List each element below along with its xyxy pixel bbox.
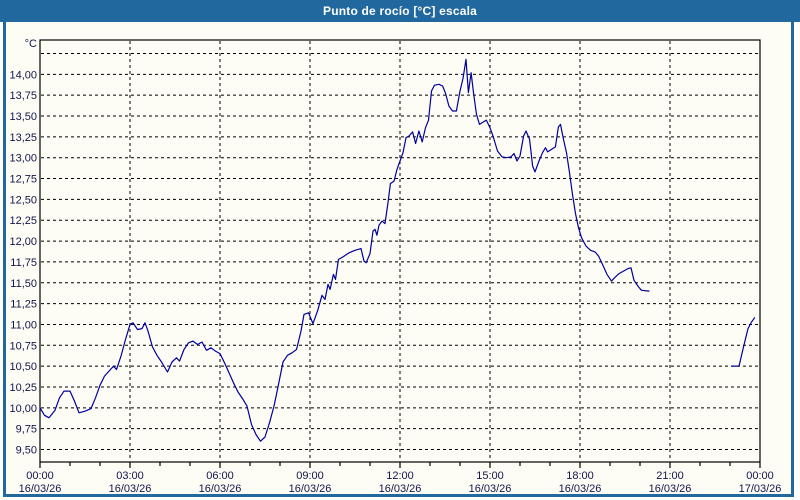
- x-axis-ticks: [39, 462, 761, 468]
- x-tick-date: 16/03/26: [19, 483, 62, 495]
- x-tick-date: 17/03/26: [739, 483, 782, 495]
- y-tick-label: 10,50: [9, 361, 37, 373]
- x-tick-date: 16/03/26: [109, 483, 152, 495]
- y-tick-label: 12,50: [9, 194, 37, 206]
- x-tick-date: 16/03/26: [289, 483, 332, 495]
- window-border: [3, 22, 794, 497]
- y-tick-label: 11,50: [10, 278, 37, 290]
- x-tick-date: 16/03/26: [649, 483, 692, 495]
- x-tick-time: 21:00: [656, 470, 684, 482]
- grid-lines: [41, 41, 759, 461]
- x-tick-time: 03:00: [116, 470, 144, 482]
- y-tick-label: 12,75: [9, 174, 37, 186]
- y-tick-label: 11,00: [10, 319, 37, 331]
- y-tick-label: 13,75: [9, 90, 37, 102]
- x-axis-labels: 00:0016/03/2603:0016/03/2606:0016/03/260…: [19, 470, 782, 495]
- x-tick-time: 09:00: [296, 470, 324, 482]
- y-tick-label: 14,00: [9, 69, 37, 81]
- y-tick-label: 13,25: [9, 132, 37, 144]
- y-tick-label: 13,00: [9, 153, 37, 165]
- x-tick-time: 18:00: [566, 470, 594, 482]
- x-tick-time: 00:00: [26, 470, 54, 482]
- series: [39, 58, 756, 442]
- y-tick-label: 10,25: [9, 382, 37, 394]
- y-tick-label: 10,00: [9, 403, 37, 415]
- y-tick-label: 9,50: [16, 445, 37, 457]
- y-tick-label: 12,00: [9, 236, 37, 248]
- y-tick-label: 11,25: [10, 299, 37, 311]
- dew-point-line: [730, 317, 756, 367]
- y-axis-unit: °C: [25, 38, 37, 50]
- y-tick-label: 10,75: [9, 340, 37, 352]
- window-title: Punto de rocío [°C] escala: [322, 4, 478, 18]
- x-tick-date: 16/03/26: [559, 483, 602, 495]
- title-bar: Punto de rocío [°C] escala: [0, 0, 800, 22]
- y-tick-label: 9,75: [16, 424, 37, 436]
- x-tick-date: 16/03/26: [379, 483, 422, 495]
- x-tick-time: 12:00: [386, 470, 414, 482]
- y-axis-labels: °C 14,00 13,75 13,50 13,25 13,00 12,75 12,50 12,…: [9, 38, 37, 457]
- dew-point-line: [39, 58, 650, 442]
- y-tick-label: 12,25: [9, 215, 37, 227]
- x-tick-time: 06:00: [206, 470, 234, 482]
- y-tick-label: 13,50: [9, 111, 37, 123]
- y-tick-label: 11,75: [10, 257, 37, 269]
- x-tick-date: 16/03/26: [199, 483, 242, 495]
- x-tick-time: 00:00: [746, 470, 774, 482]
- x-tick-time: 15:00: [476, 470, 504, 482]
- x-tick-date: 16/03/26: [469, 483, 512, 495]
